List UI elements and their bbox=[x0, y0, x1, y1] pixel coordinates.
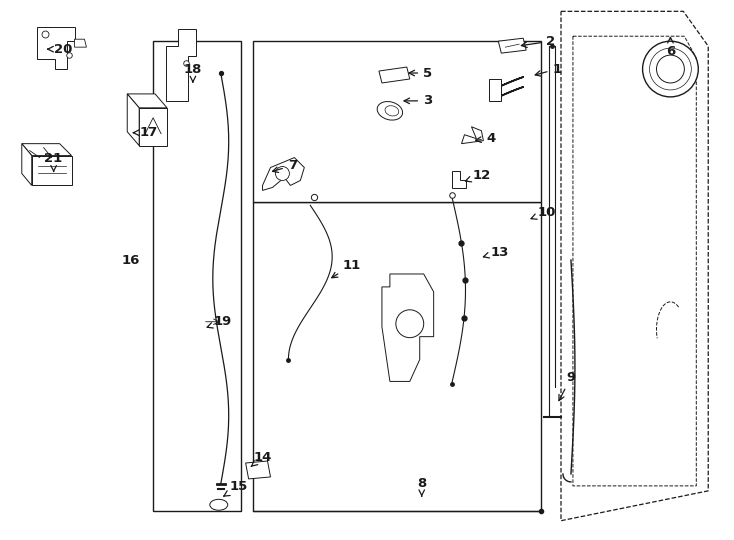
Text: 3: 3 bbox=[404, 94, 432, 107]
Polygon shape bbox=[451, 171, 467, 188]
Polygon shape bbox=[246, 461, 271, 479]
Text: 8: 8 bbox=[417, 477, 426, 496]
Text: 4: 4 bbox=[476, 132, 496, 145]
Polygon shape bbox=[498, 38, 526, 53]
Polygon shape bbox=[22, 144, 71, 156]
Text: 11: 11 bbox=[332, 259, 361, 278]
Text: 16: 16 bbox=[122, 254, 140, 267]
Polygon shape bbox=[263, 158, 305, 191]
Text: 15: 15 bbox=[224, 481, 248, 496]
Text: 14: 14 bbox=[251, 450, 272, 467]
Polygon shape bbox=[139, 108, 167, 146]
Circle shape bbox=[642, 41, 698, 97]
Polygon shape bbox=[37, 27, 75, 69]
Text: 10: 10 bbox=[531, 206, 556, 219]
Text: 20: 20 bbox=[48, 43, 73, 56]
Text: 21: 21 bbox=[45, 152, 62, 171]
Bar bbox=[252, 202, 541, 511]
Polygon shape bbox=[379, 67, 410, 83]
Text: 6: 6 bbox=[666, 37, 675, 58]
Text: 5: 5 bbox=[409, 66, 432, 79]
Polygon shape bbox=[32, 156, 71, 185]
Text: 1: 1 bbox=[535, 63, 562, 76]
Polygon shape bbox=[127, 94, 139, 146]
Text: 7: 7 bbox=[272, 159, 297, 172]
Circle shape bbox=[650, 48, 691, 90]
Ellipse shape bbox=[385, 106, 399, 116]
Circle shape bbox=[396, 310, 424, 338]
Polygon shape bbox=[490, 79, 501, 101]
Polygon shape bbox=[22, 144, 32, 185]
Bar bbox=[153, 41, 241, 511]
Text: 2: 2 bbox=[521, 35, 556, 48]
Polygon shape bbox=[75, 39, 87, 47]
Polygon shape bbox=[127, 94, 167, 108]
Polygon shape bbox=[382, 274, 434, 381]
Text: 18: 18 bbox=[184, 63, 202, 82]
Polygon shape bbox=[462, 127, 484, 144]
Circle shape bbox=[275, 166, 289, 180]
Text: 17: 17 bbox=[134, 126, 159, 139]
Text: 9: 9 bbox=[559, 371, 575, 401]
Ellipse shape bbox=[377, 102, 402, 120]
Text: 19: 19 bbox=[207, 315, 232, 328]
Text: 12: 12 bbox=[465, 169, 490, 182]
Ellipse shape bbox=[210, 500, 228, 510]
Circle shape bbox=[656, 55, 684, 83]
Bar bbox=[252, 41, 541, 202]
Polygon shape bbox=[166, 29, 196, 101]
Text: 13: 13 bbox=[484, 246, 509, 259]
